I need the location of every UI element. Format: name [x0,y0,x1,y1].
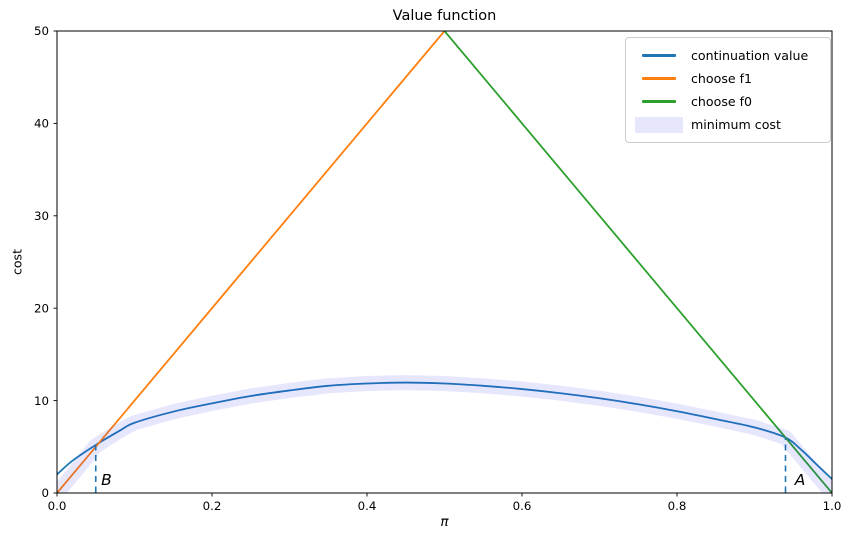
annotation-a: A [794,470,806,489]
legend-swatch-column [635,116,683,133]
legend-label: minimum cost [691,117,781,132]
axes-frame [56,30,833,494]
legend-label: choose f0 [691,94,753,109]
continuation-value-line-swatch [642,54,676,57]
axes-ticks: 0.0 0.2 0.4 0.6 0.8 1.0 0 10 20 30 40 50 [34,24,841,513]
legend-label: choose f1 [691,71,753,86]
minimum-cost-band [57,375,832,493]
minimum-cost-band [57,375,832,493]
legend-swatch-column [635,54,683,57]
legend-item-choose-f1: choose f1 [635,68,820,89]
y-tick-label: 10 [34,394,49,408]
x-tick-label: 0.0 [48,499,67,513]
y-tick-label: 50 [34,24,49,38]
choose-f1-line [57,31,446,493]
y-tick-label: 20 [34,301,49,315]
threshold-lines [94,437,787,493]
x-tick-label: 0.4 [358,499,377,513]
y-tick-label: 0 [41,486,49,500]
x-tick-label: 0.8 [668,499,687,513]
choose-f1-line-swatch [642,77,676,80]
x-tick-label: 0.6 [513,499,532,513]
y-tick-label: 30 [34,209,49,223]
minimum-cost-patch-swatch [635,116,683,133]
legend-swatch-column [635,77,683,80]
continuation-value-line [57,381,832,480]
y-axis-label: cost [9,249,25,275]
legend-item-choose-f0: choose f0 [635,91,820,112]
legend-item-minimum-cost: minimum cost [635,114,820,135]
x-tick-label: 1.0 [823,499,842,513]
legend-swatch-column [635,100,683,103]
choose-f0-line-swatch [642,100,676,103]
choose-f0-line [443,31,832,493]
y-tick-label: 40 [34,117,49,131]
x-axis-label: π [440,514,449,530]
annotation-b: B [101,470,112,489]
legend-label: continuation value [691,48,809,63]
legend: continuation value choose f1 choose f0 m… [625,37,831,143]
legend-item-continuation-value: continuation value [635,45,820,66]
chart-title: Value function [392,8,497,24]
series-lines [57,31,832,493]
x-tick-label: 0.2 [203,499,222,513]
